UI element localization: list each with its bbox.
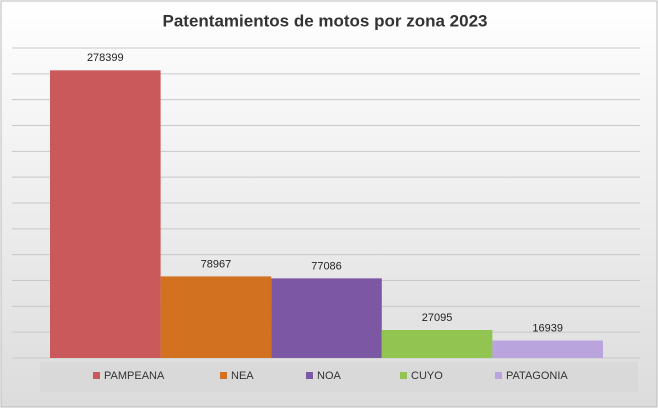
legend-swatch [220, 372, 227, 379]
bar [492, 340, 603, 358]
value-label: 278399 [87, 52, 124, 64]
value-label: 16939 [532, 322, 563, 334]
legend-swatch [306, 372, 313, 379]
chart-title: Patentamientos de motos por zona 2023 [163, 11, 488, 30]
bar [160, 276, 272, 358]
legend-label: PAMPEANA [104, 370, 165, 382]
legend-label: NEA [231, 370, 254, 382]
legend-swatch [495, 372, 502, 379]
legend-swatch [400, 372, 407, 379]
legend-swatch [93, 372, 100, 379]
value-label: 27095 [422, 312, 453, 324]
value-label: 77086 [311, 260, 342, 272]
legend-band [40, 362, 638, 392]
legend-label: PATAGONIA [506, 370, 568, 382]
bar [50, 70, 161, 358]
legend-label: NOA [317, 370, 342, 382]
legend-label: CUYO [411, 370, 443, 382]
bar [381, 330, 493, 358]
bar [271, 278, 382, 358]
value-label: 78967 [201, 258, 232, 270]
